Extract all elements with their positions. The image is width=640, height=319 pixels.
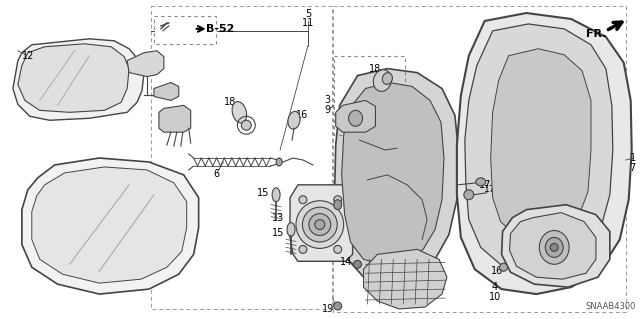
Ellipse shape [500,263,508,271]
Text: 4: 4 [492,282,498,292]
Text: SNAAB4300: SNAAB4300 [586,302,636,311]
Ellipse shape [373,70,392,91]
Text: 2: 2 [47,210,52,219]
Polygon shape [335,69,459,284]
Text: 13: 13 [272,212,284,223]
Ellipse shape [276,158,282,166]
Text: B-52: B-52 [206,24,235,34]
Text: 9: 9 [324,105,331,115]
Text: 12: 12 [22,51,34,61]
Text: 5: 5 [305,9,311,19]
Text: 18: 18 [224,97,237,108]
Ellipse shape [287,223,295,236]
Ellipse shape [333,302,342,310]
Polygon shape [159,105,191,132]
Text: 10: 10 [488,292,500,302]
Ellipse shape [299,196,307,204]
Ellipse shape [315,219,324,230]
Polygon shape [509,213,596,279]
Ellipse shape [272,188,280,202]
Text: 3: 3 [324,95,331,105]
Text: 18: 18 [369,63,381,74]
Ellipse shape [309,214,331,235]
Polygon shape [290,185,353,261]
Polygon shape [364,249,447,309]
Ellipse shape [464,190,474,200]
Ellipse shape [303,207,337,242]
Polygon shape [127,51,164,77]
Ellipse shape [299,245,307,253]
Text: 17: 17 [484,185,495,194]
Ellipse shape [333,200,342,210]
Polygon shape [22,158,198,294]
Ellipse shape [288,111,300,129]
Polygon shape [32,167,187,283]
Bar [333,6,626,312]
Ellipse shape [296,201,344,249]
Ellipse shape [349,110,362,126]
Polygon shape [491,49,591,240]
Ellipse shape [333,245,342,253]
Ellipse shape [382,73,392,85]
Ellipse shape [545,237,563,257]
Polygon shape [336,100,376,132]
Ellipse shape [476,178,486,186]
Text: 14: 14 [339,257,352,267]
Polygon shape [13,39,144,120]
Text: 16: 16 [490,266,503,276]
Text: FR.: FR. [586,29,606,39]
Polygon shape [18,44,129,112]
Ellipse shape [333,196,342,204]
Text: 17: 17 [479,180,491,190]
Ellipse shape [232,102,246,123]
Ellipse shape [540,231,569,264]
Text: 15: 15 [272,227,284,238]
Ellipse shape [353,260,362,268]
Polygon shape [465,24,613,270]
Ellipse shape [241,120,252,130]
Ellipse shape [550,243,558,251]
Bar [151,6,332,309]
Text: 8: 8 [47,219,52,230]
Bar [333,56,405,135]
Text: 1: 1 [630,153,636,163]
Polygon shape [154,83,179,100]
Text: 16: 16 [296,110,308,120]
Text: 7: 7 [630,163,636,173]
Polygon shape [457,13,632,294]
Polygon shape [502,205,610,287]
Text: 15: 15 [257,188,269,198]
Polygon shape [342,83,444,264]
Bar [154,16,216,44]
Text: 19: 19 [322,304,334,314]
Text: 11: 11 [302,18,314,28]
Text: 6: 6 [214,169,220,179]
Text: 16: 16 [319,203,332,213]
